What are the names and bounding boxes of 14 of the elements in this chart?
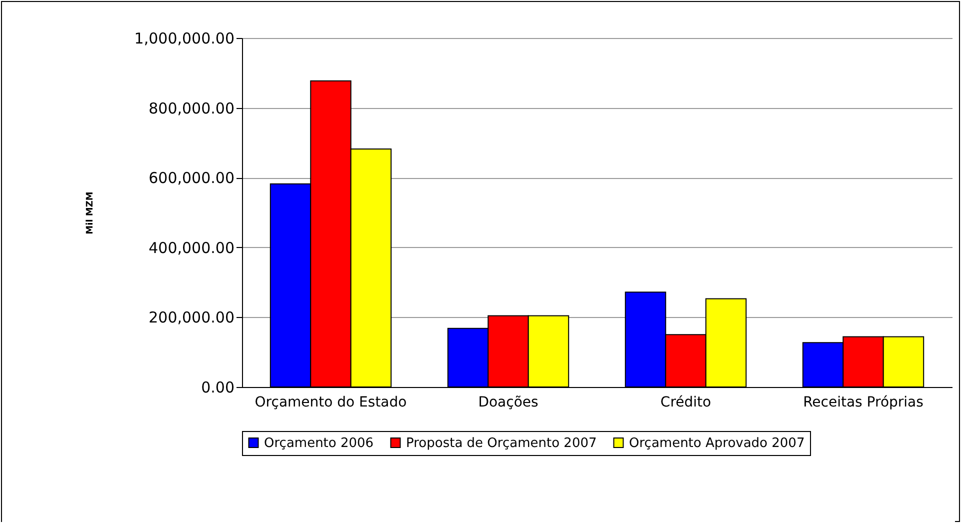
legend-label: Orçamento 2006 [264, 436, 374, 451]
x-tick-label: Orçamento do Estado [254, 394, 407, 410]
legend-label: Orçamento Aprovado 2007 [629, 436, 805, 451]
x-tick-label: Doações [478, 394, 538, 410]
x-tick-label: Crédito [660, 394, 712, 410]
y-axis-title: Mil MZM [85, 192, 96, 234]
y-tick-label: 400,000.00 [148, 238, 234, 257]
y-tick-label: 1,000,000.00 [134, 30, 234, 48]
y-tick-label: 0.00 [201, 378, 234, 396]
x-tick-label: Receitas Próprias [803, 394, 924, 410]
y-tick-label: 200,000.00 [148, 308, 234, 327]
y-tick-label: 600,000.00 [148, 169, 234, 188]
y-tick-label: 800,000.00 [148, 99, 234, 118]
legend-label: Proposta de Orçamento 2007 [406, 436, 597, 451]
